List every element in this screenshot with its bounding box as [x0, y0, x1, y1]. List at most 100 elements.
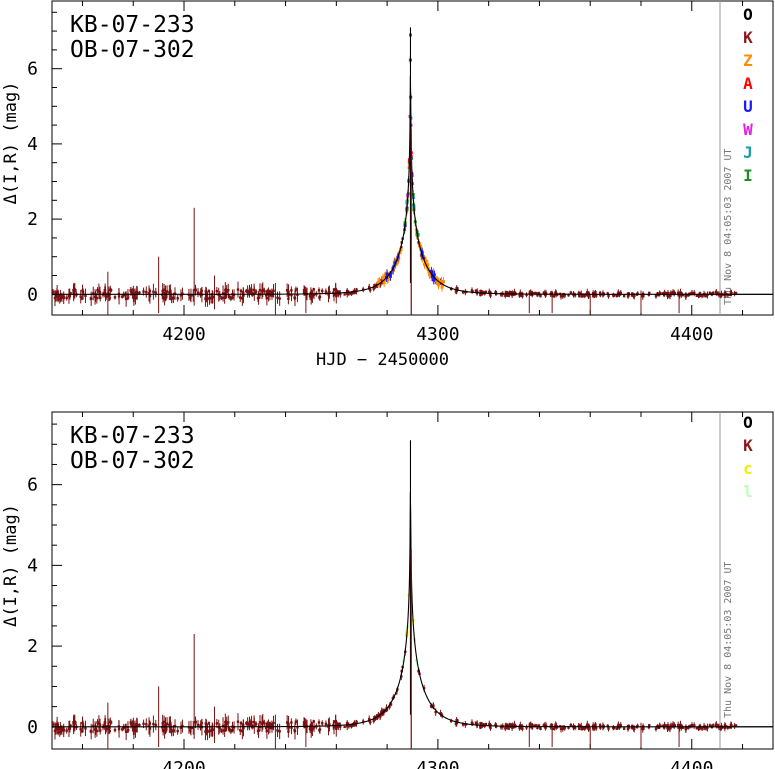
data-point: [607, 294, 610, 298]
survey-point: [414, 659, 418, 663]
survey-point: [382, 277, 386, 281]
data-point: [246, 290, 249, 293]
data-point: [372, 719, 375, 722]
data-point: [269, 290, 272, 294]
data-point: [642, 294, 645, 298]
data-point: [599, 726, 602, 729]
data-point: [385, 708, 389, 711]
y-tick-label: 2: [27, 636, 38, 657]
data-point: [733, 724, 736, 728]
data-point: [631, 724, 634, 728]
x-axis-label: HJD − 2450000: [316, 350, 449, 370]
data-point: [124, 293, 127, 297]
data-point: [690, 291, 694, 295]
data-point: [728, 726, 732, 729]
data-point: [633, 727, 636, 731]
data-point: [332, 291, 335, 294]
data-point: [507, 294, 510, 297]
data-point: [461, 723, 465, 726]
data-point: [368, 717, 371, 721]
data-point: [294, 720, 298, 723]
data-point: [205, 293, 208, 297]
data-point: [236, 288, 240, 291]
data-point: [619, 291, 622, 295]
data-point: [229, 297, 233, 300]
data-point: [263, 289, 266, 293]
survey-point: [440, 285, 444, 289]
data-point: [187, 726, 191, 729]
data-point: [698, 724, 702, 727]
data-point: [581, 295, 584, 298]
data-point: [84, 727, 87, 730]
data-point: [658, 724, 661, 728]
data-point: [622, 294, 626, 298]
data-point: [94, 295, 97, 298]
data-point: [681, 726, 685, 729]
data-point: [164, 296, 168, 299]
plot-area: [52, 440, 773, 749]
data-point: [147, 292, 151, 295]
data-point: [168, 291, 171, 294]
data-point: [335, 290, 339, 293]
data-point: [728, 293, 732, 297]
data-point: [519, 294, 522, 297]
data-point: [354, 291, 357, 294]
data-point: [258, 288, 262, 292]
x-tick-label: 4300: [416, 324, 459, 345]
timestamp-stamp: Thu Nov 8 04:05:03 2007 UT: [723, 561, 734, 718]
data-point: [335, 722, 339, 725]
survey-point: [427, 273, 431, 277]
data-point: [343, 725, 346, 729]
data-point: [276, 296, 279, 299]
data-point: [708, 291, 712, 295]
data-point: [57, 294, 60, 298]
data-point: [372, 287, 375, 290]
data-point: [208, 729, 211, 732]
data-point: [686, 294, 690, 297]
data-point: [211, 728, 214, 731]
data-point: [698, 294, 702, 297]
data-point: [52, 723, 55, 726]
data-point: [449, 719, 453, 723]
survey-point: [436, 283, 440, 287]
data-point: [587, 295, 590, 298]
data-point: [72, 722, 75, 726]
data-point: [53, 729, 57, 733]
data-point: [587, 724, 590, 727]
data-point: [261, 720, 264, 724]
y-tick-label: 4: [27, 134, 38, 155]
data-point: [422, 687, 426, 690]
data-point: [290, 726, 293, 729]
data-point: [205, 296, 208, 299]
data-point: [521, 294, 524, 298]
data-point: [317, 721, 321, 724]
data-point: [312, 293, 316, 296]
y-tick-label: 6: [27, 59, 38, 80]
data-point: [65, 729, 68, 732]
data-point: [92, 292, 95, 295]
y-tick-label: 2: [27, 209, 38, 230]
data-point: [334, 287, 337, 291]
x-tick-label: 4400: [670, 324, 713, 345]
data-point: [665, 724, 668, 727]
data-point: [711, 724, 715, 727]
data-point: [196, 723, 200, 727]
data-point: [129, 289, 132, 292]
data-point: [317, 289, 321, 292]
data-point: [464, 723, 467, 726]
data-point: [384, 709, 387, 713]
data-point: [124, 726, 127, 729]
data-point: [250, 720, 253, 724]
data-point: [124, 730, 128, 734]
data-point: [395, 692, 398, 695]
data-point: [310, 295, 313, 298]
data-point: [220, 729, 223, 732]
data-point: [474, 289, 478, 292]
data-point: [631, 292, 634, 295]
data-point: [619, 724, 622, 727]
model-curve: [52, 440, 773, 728]
event-name: KB-07-233: [70, 12, 195, 38]
data-point: [148, 294, 152, 298]
data-point: [161, 728, 165, 732]
data-point: [272, 289, 275, 293]
